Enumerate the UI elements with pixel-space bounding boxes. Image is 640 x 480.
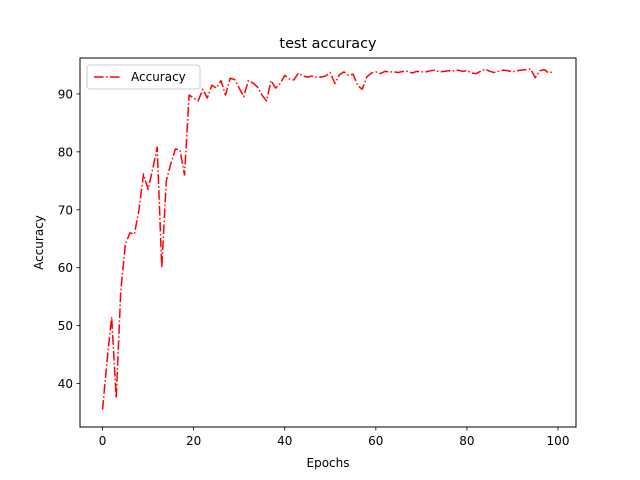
y-tick-label: 50 xyxy=(58,319,73,333)
legend: Accuracy xyxy=(86,64,201,90)
x-axis: 0 20 40 60 80 100 xyxy=(99,427,570,448)
y-tick-label: 40 xyxy=(58,377,73,391)
legend-box xyxy=(86,64,201,90)
y-tick-label: 70 xyxy=(58,203,73,217)
x-tick-label: 80 xyxy=(459,434,474,448)
y-axis-label: Accuracy xyxy=(32,215,46,270)
chart-title: test accuracy xyxy=(279,36,377,52)
x-tick-label: 20 xyxy=(186,434,201,448)
x-tick-label: 40 xyxy=(277,434,292,448)
legend-label: Accuracy xyxy=(131,70,186,84)
x-tick-label: 100 xyxy=(547,434,570,448)
plot-frame xyxy=(79,57,577,428)
x-tick-label: 0 xyxy=(99,434,107,448)
y-axis: 40 50 60 70 80 90 xyxy=(58,87,80,391)
y-tick-label: 60 xyxy=(58,261,73,275)
x-tick-label: 60 xyxy=(368,434,383,448)
y-tick-label: 80 xyxy=(58,145,73,159)
y-tick-label: 90 xyxy=(58,87,73,101)
series-line-accuracy xyxy=(101,68,554,410)
series-layer xyxy=(101,68,554,410)
x-axis-label: Epochs xyxy=(307,456,350,470)
